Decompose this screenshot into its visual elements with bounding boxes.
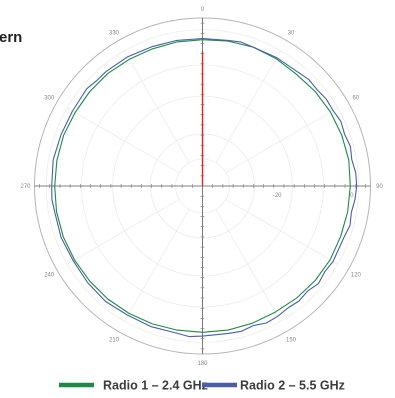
angle-label-330: 330 — [109, 31, 120, 37]
angle-label-60: 60 — [352, 96, 359, 102]
chart-title: tern — [0, 29, 22, 46]
series-trace-radio-2 — [51, 37, 358, 338]
angle-label-30: 30 — [288, 31, 295, 37]
grid-spoke-210 — [124, 209, 190, 322]
radial-label--20: -20 — [273, 193, 282, 199]
grid-spoke-240 — [66, 199, 180, 265]
angle-label-210: 210 — [109, 337, 120, 343]
angle-label-90: 90 — [376, 184, 383, 190]
legend: Radio 1 – 2.4 GHz Radio 2 – 5.5 GHz — [59, 379, 345, 393]
tick-label-layer: 0 30 60 90 120 150 180 210 240 270 300 330 -20 0 — [20, 7, 383, 367]
grid-spoke-60 — [225, 107, 339, 173]
series-layer — [51, 37, 358, 338]
angle-label-270: 270 — [20, 184, 31, 190]
angle-label-180: 180 — [197, 361, 208, 367]
series-trace-radio-1 — [54, 39, 351, 333]
angle-label-300: 300 — [44, 96, 55, 102]
grid-spoke-120 — [225, 199, 339, 265]
angle-label-120: 120 — [351, 273, 362, 279]
grid-spoke-150 — [215, 209, 281, 322]
angle-label-240: 240 — [44, 273, 55, 279]
grid-spoke-30 — [215, 50, 281, 163]
angle-label-150: 150 — [286, 337, 297, 343]
legend-label-radio-2: Radio 2 – 5.5 GHz — [240, 379, 345, 393]
grid-spoke-330 — [124, 50, 190, 163]
radial-label-0: 0 — [350, 193, 354, 199]
grid-spoke-300 — [66, 107, 180, 173]
angle-label-0: 0 — [201, 7, 205, 13]
legend-label-radio-1: Radio 1 – 2.4 GHz — [103, 379, 208, 393]
